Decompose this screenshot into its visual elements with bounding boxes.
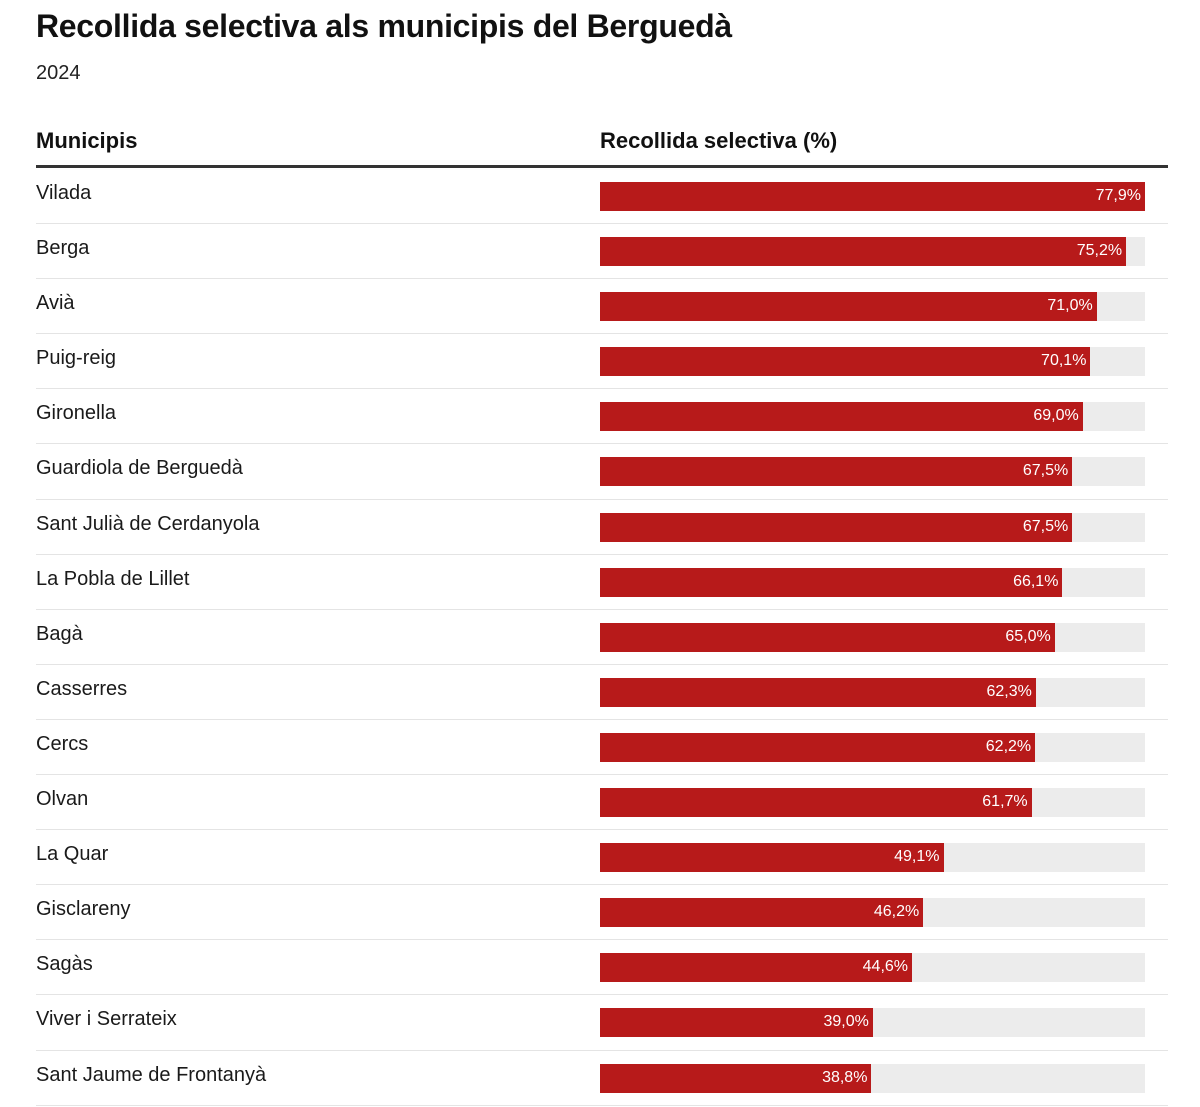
bar-value-label: 61,7% xyxy=(982,793,1028,811)
bar: 75,2% xyxy=(600,237,1127,267)
municipality-name: Gironella xyxy=(36,402,117,425)
bar-value-label: 46,2% xyxy=(873,903,920,921)
bar-track: 49,1% xyxy=(600,843,1145,873)
bar-value-label: 38,8% xyxy=(822,1068,868,1086)
bar: 38,8% xyxy=(600,1063,872,1093)
bar-value-label: 77,9% xyxy=(1095,187,1141,204)
bar-track: 67,5% xyxy=(600,457,1145,487)
bar: 67,5% xyxy=(600,457,1073,487)
bar: 39,0% xyxy=(600,1008,873,1038)
bar-value-label: 70,1% xyxy=(1041,352,1087,370)
table-row: Gironella 69,0% xyxy=(36,389,1168,445)
bar-value-label: 71,0% xyxy=(1047,297,1093,315)
bar-track: 65,0% xyxy=(600,622,1145,652)
municipality-name: La Quar xyxy=(36,843,109,866)
municipality-name: La Pobla de Lillet xyxy=(36,567,190,590)
municipality-name: Sant Julià de Cerdanyola xyxy=(36,512,260,535)
table-row: Olvan 61,7% xyxy=(36,775,1168,831)
bar-track: 71,0% xyxy=(600,292,1145,322)
bar: 62,3% xyxy=(600,677,1036,707)
bar-value-label: 67,5% xyxy=(1022,462,1069,480)
municipality-name: Olvan xyxy=(36,788,89,811)
bar: 65,0% xyxy=(600,622,1055,652)
bar-value-label: 65,0% xyxy=(1005,627,1051,645)
bar: 49,1% xyxy=(600,843,944,873)
table-row: Cercs 62,2% xyxy=(36,720,1168,776)
table-row: Bagà 65,0% xyxy=(36,610,1168,665)
table-row: Puig-reig 70,1% xyxy=(36,334,1168,390)
bar-track: 62,3% xyxy=(600,677,1145,707)
bar: 71,0% xyxy=(600,292,1097,322)
bar-track: 61,7% xyxy=(600,788,1145,818)
table-row: Sant Jaume de Frontanyà 38,8% xyxy=(36,1051,1168,1106)
bar-track: 77,9% xyxy=(600,182,1145,211)
bar-track: 75,2% xyxy=(600,237,1145,267)
bar-track: 70,1% xyxy=(600,347,1145,377)
bar-track: 66,1% xyxy=(600,567,1145,597)
bar: 77,9% xyxy=(600,182,1145,211)
chart-title: Recollida selectiva als municipis del Be… xyxy=(36,8,732,44)
bar: 44,6% xyxy=(600,953,913,983)
bar-track: 62,2% xyxy=(600,732,1145,762)
bar: 46,2% xyxy=(600,898,924,928)
table-row: La Pobla de Lillet 66,1% xyxy=(36,555,1168,610)
bar-value-label: 62,3% xyxy=(986,682,1032,700)
table-row: Casserres 62,3% xyxy=(36,665,1168,720)
bar-track: 38,8% xyxy=(600,1063,1145,1093)
bar-value-label: 75,2% xyxy=(1076,242,1123,260)
bar-track: 46,2% xyxy=(600,898,1145,928)
column-header-municipis: Municipis xyxy=(36,128,138,153)
municipality-name: Viver i Serrateix xyxy=(36,1008,177,1031)
bar: 66,1% xyxy=(600,567,1063,597)
table-row: Vilada 77,9% xyxy=(36,169,1168,225)
bar-value-label: 49,1% xyxy=(894,848,940,866)
table-row: Gisclareny 46,2% xyxy=(36,885,1168,941)
table-body: Vilada 77,9% Berga 75,2% Avià 71,0% Puig-reig 7… xyxy=(36,169,1168,1106)
municipality-name: Guardiola de Berguedà xyxy=(36,457,243,480)
bar-track: 69,0% xyxy=(600,402,1145,432)
municipality-name: Puig-reig xyxy=(36,347,117,370)
chart-subtitle: 2024 xyxy=(36,62,81,84)
table-row: Avià 71,0% xyxy=(36,279,1168,335)
municipality-name: Berga xyxy=(36,237,90,260)
municipality-name: Gisclareny xyxy=(36,898,131,921)
bar: 67,5% xyxy=(600,512,1073,542)
table-header: Municipis Recollida selectiva (%) xyxy=(36,118,1168,168)
bar-value-label: 69,0% xyxy=(1033,407,1079,425)
bar-value-label: 44,6% xyxy=(862,958,909,976)
table-row: La Quar 49,1% xyxy=(36,830,1168,886)
municipality-name: Avià xyxy=(36,292,75,315)
bar-value-label: 62,2% xyxy=(985,737,1032,755)
bar-track: 67,5% xyxy=(600,512,1145,542)
municipality-name: Vilada xyxy=(36,182,92,204)
bar-value-label: 66,1% xyxy=(1013,572,1059,590)
table-row: Berga 75,2% xyxy=(36,224,1168,280)
bar: 70,1% xyxy=(600,347,1091,377)
bar-track: 44,6% xyxy=(600,953,1145,983)
table-row: Viver i Serrateix 39,0% xyxy=(36,995,1168,1051)
bar-track: 39,0% xyxy=(600,1008,1145,1038)
column-header-recollida: Recollida selectiva (%) xyxy=(600,128,838,153)
bar-value-label: 67,5% xyxy=(1022,517,1069,535)
table-row: Guardiola de Berguedà 67,5% xyxy=(36,444,1168,500)
bar-value-label: 39,0% xyxy=(823,1013,869,1031)
municipality-name: Sagàs xyxy=(36,953,93,976)
table-row: Sant Julià de Cerdanyola 67,5% xyxy=(36,500,1168,555)
bar: 69,0% xyxy=(600,402,1083,432)
bar: 61,7% xyxy=(600,788,1032,818)
bar: 62,2% xyxy=(600,732,1036,762)
municipality-name: Cercs xyxy=(36,732,89,755)
table-row: Sagàs 44,6% xyxy=(36,940,1168,996)
municipality-name: Casserres xyxy=(36,677,128,700)
municipality-name: Bagà xyxy=(36,622,83,645)
municipality-name: Sant Jaume de Frontanyà xyxy=(36,1063,267,1086)
